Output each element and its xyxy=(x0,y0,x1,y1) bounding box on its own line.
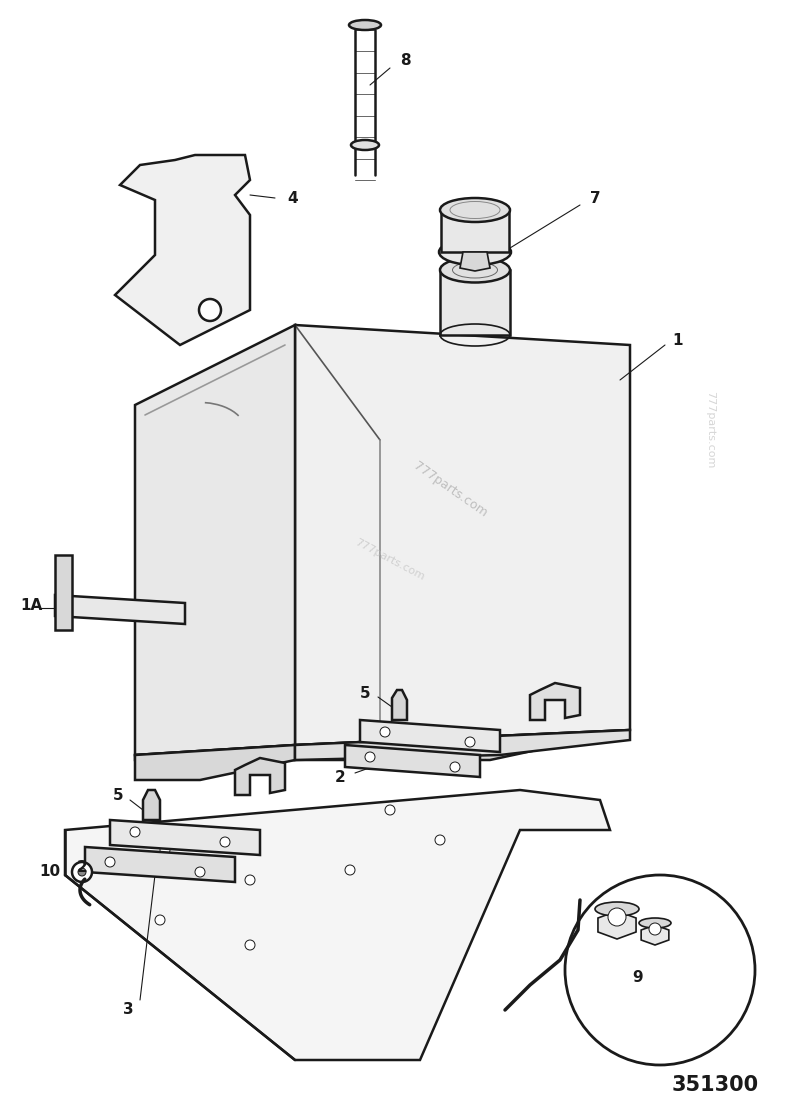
Polygon shape xyxy=(143,790,160,820)
Polygon shape xyxy=(55,595,185,624)
Circle shape xyxy=(435,835,445,845)
Circle shape xyxy=(380,727,390,737)
Text: 777parts.com: 777parts.com xyxy=(410,460,490,520)
Polygon shape xyxy=(110,820,260,855)
Text: 1: 1 xyxy=(673,333,683,347)
Text: 7: 7 xyxy=(590,190,600,206)
Text: 10: 10 xyxy=(39,865,60,879)
Polygon shape xyxy=(135,325,295,755)
Circle shape xyxy=(155,915,165,925)
Circle shape xyxy=(130,827,140,837)
Text: 3: 3 xyxy=(122,1003,134,1017)
Ellipse shape xyxy=(439,239,511,265)
Text: 4: 4 xyxy=(288,190,298,206)
Polygon shape xyxy=(85,847,235,881)
Circle shape xyxy=(105,857,115,867)
Polygon shape xyxy=(235,758,285,795)
Circle shape xyxy=(649,923,661,935)
Circle shape xyxy=(72,861,92,881)
Polygon shape xyxy=(65,790,610,1060)
Polygon shape xyxy=(440,270,510,335)
Circle shape xyxy=(245,875,255,885)
Text: 2: 2 xyxy=(77,859,87,875)
Circle shape xyxy=(385,805,395,815)
Circle shape xyxy=(608,908,626,926)
Polygon shape xyxy=(360,720,500,752)
Polygon shape xyxy=(392,690,407,720)
Polygon shape xyxy=(460,252,490,270)
Circle shape xyxy=(365,752,375,762)
Text: 9: 9 xyxy=(633,971,643,985)
Polygon shape xyxy=(295,730,630,760)
Polygon shape xyxy=(530,683,580,720)
Polygon shape xyxy=(135,730,630,760)
Polygon shape xyxy=(441,210,509,252)
Polygon shape xyxy=(55,555,72,630)
Circle shape xyxy=(465,737,475,747)
Ellipse shape xyxy=(349,20,381,30)
Text: 2: 2 xyxy=(334,770,346,786)
Ellipse shape xyxy=(639,918,671,928)
Circle shape xyxy=(345,865,355,875)
Polygon shape xyxy=(345,745,480,777)
Ellipse shape xyxy=(351,140,379,150)
Text: 351300: 351300 xyxy=(671,1075,758,1095)
Polygon shape xyxy=(115,155,250,345)
Circle shape xyxy=(195,867,205,877)
Text: 777parts.com: 777parts.com xyxy=(705,392,715,469)
Text: 5: 5 xyxy=(360,686,370,700)
Circle shape xyxy=(160,845,170,855)
Polygon shape xyxy=(641,925,669,945)
Polygon shape xyxy=(295,325,630,745)
Ellipse shape xyxy=(440,198,510,221)
Circle shape xyxy=(78,868,86,876)
Text: 1A: 1A xyxy=(20,599,42,613)
Polygon shape xyxy=(598,912,636,939)
Circle shape xyxy=(565,875,755,1065)
Circle shape xyxy=(199,299,221,321)
Circle shape xyxy=(450,762,460,772)
Text: 777parts.com: 777parts.com xyxy=(354,538,426,582)
Text: 5: 5 xyxy=(113,788,123,802)
Polygon shape xyxy=(135,745,295,780)
Ellipse shape xyxy=(595,902,639,916)
Circle shape xyxy=(245,940,255,951)
Ellipse shape xyxy=(440,257,510,283)
Text: 8: 8 xyxy=(400,52,410,68)
Circle shape xyxy=(220,837,230,847)
